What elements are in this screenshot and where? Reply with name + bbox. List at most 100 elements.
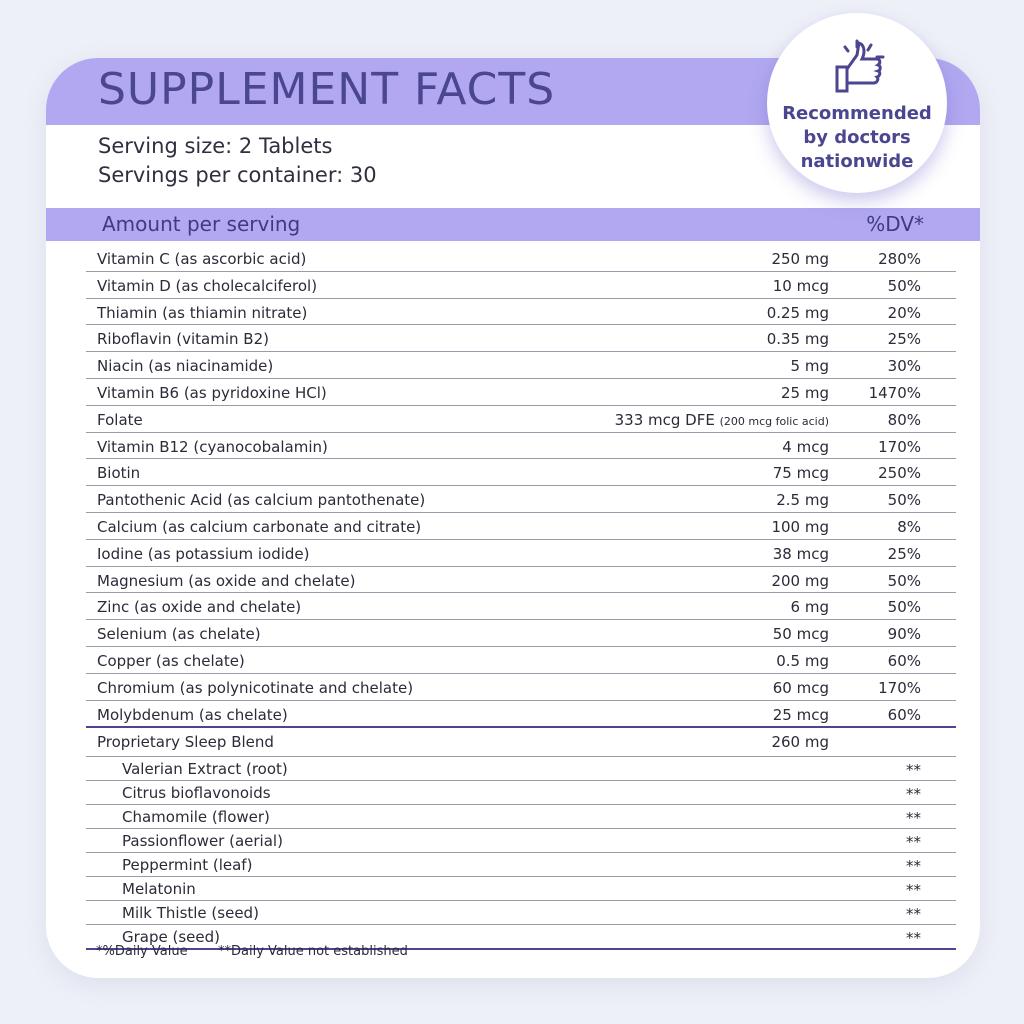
nutrient-row: Iodine (as potassium iodide) 38 mcg 25%: [86, 540, 956, 567]
nutrient-name: Iodine (as potassium iodide): [97, 544, 310, 563]
nutrient-dv: 30%: [887, 357, 921, 376]
nutrient-row: Thiamin (as thiamin nitrate) 0.25 mg 20%: [86, 299, 956, 326]
ingredient-name: Grape (seed): [122, 928, 220, 947]
nutrient-dv: 90%: [887, 625, 921, 644]
ingredient-name: Chamomile (flower): [122, 808, 270, 827]
nutrient-name: Pantothenic Acid (as calcium pantothenat…: [97, 491, 426, 510]
nutrient-dv: 60%: [887, 705, 921, 724]
badge-line-3: nationwide: [800, 151, 914, 172]
sleep-blend: Proprietary Sleep Blend 260 mg Valerian Ex…: [86, 728, 956, 951]
nutrient-name: Folate: [97, 410, 143, 429]
nutrient-dv: 50%: [887, 491, 921, 510]
nutrient-dv: 170%: [878, 678, 921, 697]
nutrient-amount: 250 mg: [771, 250, 829, 268]
ingredient-name: Citrus bioflavonoids: [122, 784, 271, 803]
nutrient-dv: 60%: [887, 651, 921, 670]
nutrient-row: Riboflavin (vitamin B2) 0.35 mg 25%: [86, 325, 956, 353]
nutrient-row: Vitamin D (as cholecalciferol) 10 mcg 50%: [86, 272, 956, 299]
nutrient-amount: 333 mcg DFE (200 mcg folic acid): [615, 411, 829, 429]
nutrient-amount: 38 mcg: [772, 544, 829, 563]
blend-name: Proprietary Sleep Blend: [97, 733, 274, 752]
nutrient-name: Calcium (as calcium carbonate and citrat…: [97, 517, 422, 536]
blend-ingredient-row: Chamomile (flower) **: [86, 805, 956, 830]
nutrient-name: Riboflavin (vitamin B2): [97, 330, 269, 349]
nutrient-name: Molybdenum (as chelate): [97, 705, 288, 724]
blend-ingredient-row: Melatonin **: [86, 877, 956, 902]
ingredient-dv: **: [906, 857, 921, 876]
blend-ingredient-row: Peppermint (leaf) **: [86, 853, 956, 878]
nutrient-row: Zinc (as oxide and chelate) 6 mg 50%: [86, 593, 956, 621]
ingredient-name: Milk Thistle (seed): [122, 904, 259, 923]
ingredient-dv: **: [906, 809, 921, 828]
nutrient-row: Vitamin B12 (cyanocobalamin) 4 mcg 170%: [86, 433, 956, 460]
nutrient-dv: 80%: [887, 410, 921, 429]
nutrient-row: Biotin 75 mcg 250%: [86, 459, 956, 487]
nutrient-dv: 280%: [878, 250, 921, 268]
nutrient-amount: 100 mg: [771, 517, 829, 536]
nutrient-amount: 2.5 mg: [776, 491, 829, 510]
nutrient-amount: 6 mg: [790, 598, 829, 617]
nutrient-row: Magnesium (as oxide and chelate) 200 mg 50…: [86, 567, 956, 594]
page-title: SUPPLEMENT FACTS: [98, 64, 556, 115]
nutrient-name: Magnesium (as oxide and chelate): [97, 571, 356, 590]
nutrient-dv: 50%: [887, 598, 921, 617]
ingredient-dv: **: [906, 905, 921, 924]
nutrient-row: Copper (as chelate) 0.5 mg 60%: [86, 647, 956, 674]
nutrient-dv: 50%: [887, 276, 921, 295]
nutrient-row: Niacin (as niacinamide) 5 mg 30%: [86, 352, 956, 379]
ingredient-dv: **: [906, 761, 921, 780]
nutrient-dv: 25%: [887, 330, 921, 349]
blend-ingredient-row: Citrus bioflavonoids **: [86, 781, 956, 806]
supplement-facts-panel: SUPPLEMENT FACTS Serving size: 2 Tablets…: [46, 58, 980, 978]
serving-size: Serving size: 2 Tablets: [98, 134, 333, 158]
nutrient-name: Vitamin B6 (as pyridoxine HCl): [97, 383, 327, 402]
nutrient-name: Zinc (as oxide and chelate): [97, 598, 302, 617]
nutrient-amount: 60 mcg: [772, 678, 829, 697]
nutrient-amount: 25 mcg: [772, 705, 829, 724]
nutrient-row: Chromium (as polynicotinate and chelate)…: [86, 674, 956, 701]
thumbs-up-icon: [835, 39, 885, 93]
nutrient-amount: 200 mg: [771, 571, 829, 590]
blend-ingredient-row: Grape (seed) **: [86, 925, 956, 951]
nutrient-amount: 0.25 mg: [766, 303, 829, 322]
servings-per-container: Servings per container: 30: [98, 163, 377, 187]
nutrient-amount: 0.35 mg: [766, 330, 829, 349]
nutrient-row: Selenium (as chelate) 50 mcg 90%: [86, 620, 956, 647]
nutrient-dv: 20%: [887, 303, 921, 322]
nutrient-row: Pantothenic Acid (as calcium pantothenat…: [86, 486, 956, 513]
nutrient-name: Chromium (as polynicotinate and chelate): [97, 678, 414, 697]
nutrient-row: Calcium (as calcium carbonate and citrat…: [86, 513, 956, 540]
nutrient-name: Biotin: [97, 464, 141, 483]
nutrient-name: Vitamin B12 (cyanocobalamin): [97, 437, 328, 456]
dv-label: %DV*: [866, 212, 924, 236]
nutrient-amount: 0.5 mg: [776, 651, 829, 670]
blend-ingredient-row: Passionflower (aerial) **: [86, 829, 956, 854]
ingredient-dv: **: [906, 881, 921, 900]
ingredient-name: Passionflower (aerial): [122, 832, 283, 851]
nutrient-row: Folate 333 mcg DFE (200 mcg folic acid) 80…: [86, 406, 956, 433]
ingredient-dv: **: [906, 833, 921, 852]
amount-note: (200 mcg folic acid): [719, 414, 829, 428]
nutrient-name: Copper (as chelate): [97, 651, 245, 670]
nutrient-amount: 75 mcg: [772, 464, 829, 483]
footnote-dv: *%Daily Value: [96, 944, 188, 959]
nutrient-amount: 25 mg: [781, 383, 829, 402]
nutrient-name: Vitamin C (as ascorbic acid): [97, 250, 307, 268]
ingredient-dv: **: [906, 929, 921, 948]
nutrient-row: Molybdenum (as chelate) 25 mcg 60%: [86, 701, 956, 729]
nutrient-dv: 25%: [887, 544, 921, 563]
nutrient-amount: 50 mcg: [772, 625, 829, 644]
ingredient-name: Peppermint (leaf): [122, 856, 253, 875]
nutrient-dv: 1470%: [868, 383, 921, 402]
badge-line-2: by doctors: [803, 127, 911, 148]
amount-band: Amount per serving %DV*: [46, 208, 980, 241]
footnote-dv-not-established: **Daily Value not established: [218, 944, 408, 959]
nutrient-name: Thiamin (as thiamin nitrate): [97, 303, 308, 322]
badge-line-1: Recommended: [782, 103, 932, 124]
nutrient-amount: 10 mcg: [772, 276, 829, 295]
nutrient-name: Niacin (as niacinamide): [97, 357, 274, 376]
nutrient-table: Vitamin C (as ascorbic acid) 250 mg 280% Vi…: [86, 245, 956, 951]
ingredient-name: Melatonin: [122, 880, 196, 899]
blend-row: Proprietary Sleep Blend 260 mg: [86, 728, 956, 758]
nutrient-dv: 250%: [878, 464, 921, 483]
